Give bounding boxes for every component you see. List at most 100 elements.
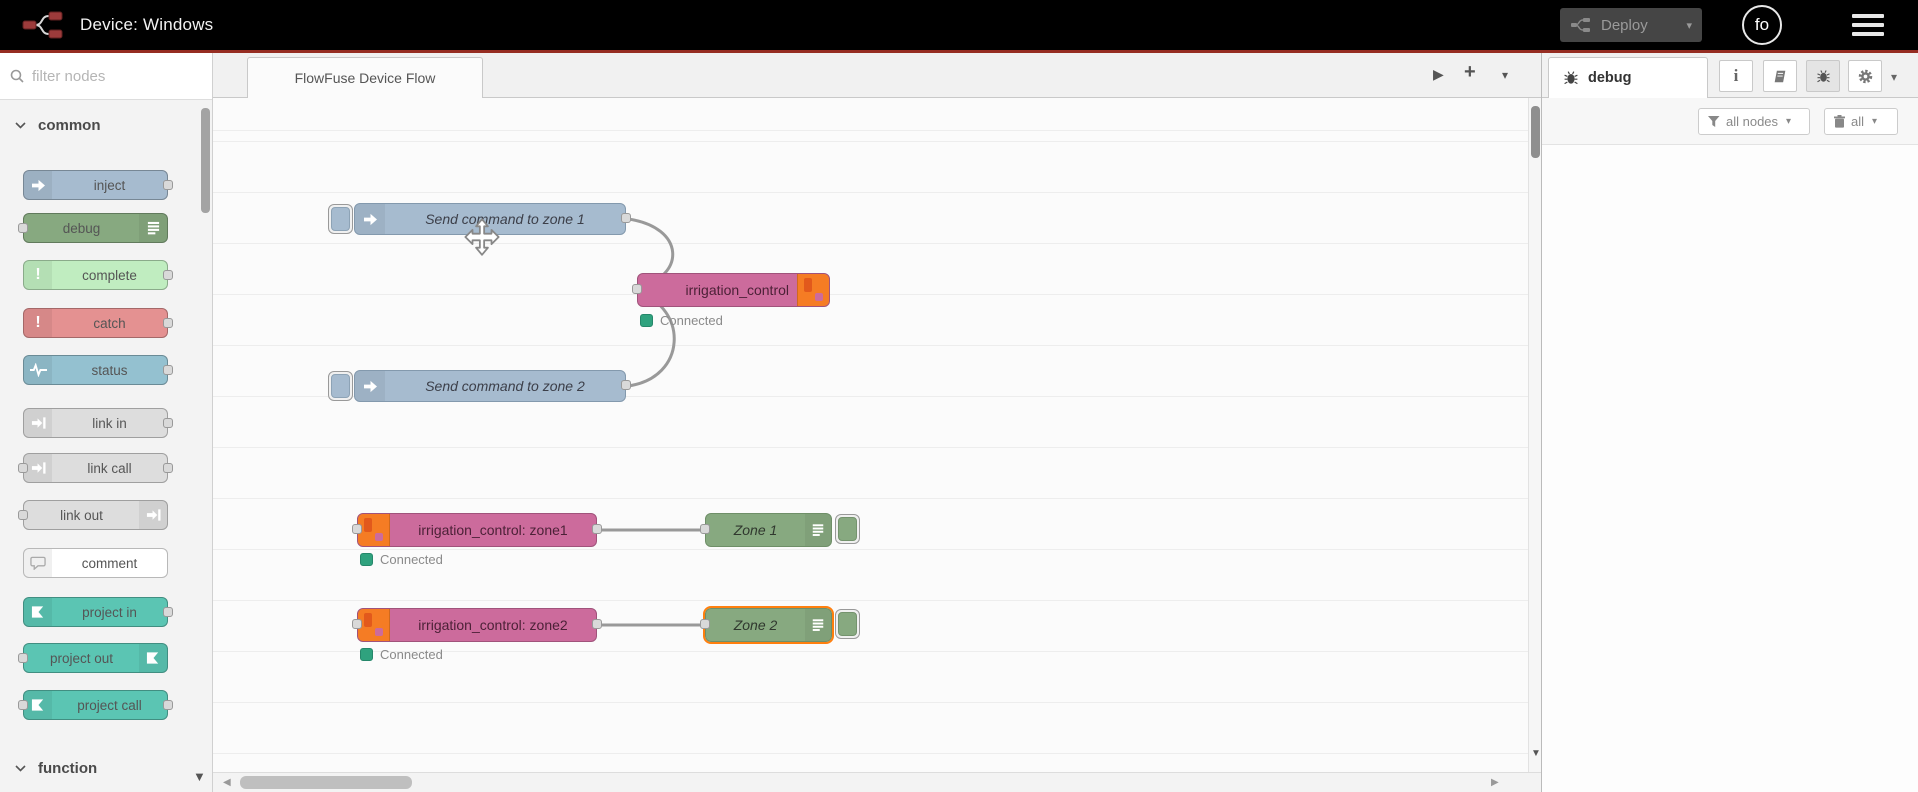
node-zone1[interactable]: Zone 1 (700, 513, 860, 547)
deploy-button[interactable]: Deploy ▾ (1560, 8, 1702, 42)
palette-node-link-call[interactable]: link call (18, 453, 173, 483)
connected-dot-icon (640, 314, 653, 327)
scroll-left-icon[interactable]: ◀ (223, 777, 231, 788)
inject-arrow-icon (355, 371, 385, 401)
output-port (163, 418, 173, 428)
palette-node-catch[interactable]: ! catch (23, 308, 173, 338)
debug-toggle-button[interactable] (835, 514, 860, 544)
project-icon (24, 691, 52, 719)
debug-messages-button[interactable] (1806, 60, 1840, 92)
output-port[interactable] (592, 619, 602, 629)
caret-down-icon: ▾ (1872, 116, 1878, 127)
input-port (18, 223, 28, 233)
debug-filter-row: all nodes ▾ all ▾ (1542, 98, 1918, 145)
exclamation-icon: ! (24, 261, 52, 289)
chevron-down-icon (15, 764, 26, 772)
input-port[interactable] (352, 619, 362, 629)
sidebar-tabbar: debug i ▾ (1542, 53, 1918, 98)
node-zone2[interactable]: Zone 2 (700, 606, 860, 644)
output-port[interactable] (621, 213, 631, 223)
tab-debug[interactable]: debug (1548, 57, 1708, 98)
input-port (18, 653, 28, 663)
info-icon: i (1733, 66, 1739, 85)
palette-node-complete[interactable]: ! complete (23, 260, 173, 290)
debug-messages-panel (1542, 145, 1918, 792)
node-label: Send command to zone 2 (425, 378, 585, 394)
link-out-icon (139, 501, 167, 529)
node-label: Zone 1 (733, 522, 778, 538)
node-irrigation-zone1[interactable]: irrigation_control: zone1 (352, 513, 602, 547)
palette-node-link-out[interactable]: link out (18, 500, 168, 530)
node-irrigation-control[interactable]: irrigation_control (632, 273, 830, 307)
canvas-vertical-scrollbar[interactable]: ▼ (1528, 98, 1541, 772)
hamburger-menu-button[interactable] (1852, 14, 1884, 36)
run-flow-button[interactable]: ▶ (1433, 66, 1444, 82)
input-port[interactable] (352, 524, 362, 534)
bug-icon (1564, 71, 1578, 85)
palette-scrollbar[interactable] (201, 108, 210, 708)
config-nodes-button[interactable] (1848, 60, 1882, 92)
user-avatar[interactable]: fo (1742, 5, 1782, 45)
trash-icon (1834, 115, 1845, 128)
scroll-right-icon[interactable]: ▶ (1491, 777, 1499, 788)
output-port[interactable] (621, 380, 631, 390)
input-port[interactable] (700, 524, 710, 534)
output-port (163, 365, 173, 375)
scrollbar-thumb[interactable] (240, 776, 412, 789)
palette-node-debug[interactable]: debug (18, 213, 168, 243)
page-title: Device: Windows (80, 15, 214, 34)
canvas-horizontal-scrollbar[interactable]: ◀ ▶ (213, 772, 1541, 792)
palette-section-common[interactable]: common (0, 109, 212, 141)
sidebar-menu-caret-icon[interactable]: ▾ (1891, 70, 1898, 84)
node-red-logo-icon (22, 11, 63, 39)
chevron-down-icon (15, 121, 26, 129)
output-port[interactable] (592, 524, 602, 534)
deploy-caret-icon[interactable]: ▾ (1686, 19, 1692, 32)
input-port[interactable] (632, 284, 642, 294)
irrigation-icon (797, 274, 829, 306)
palette-node-link-in[interactable]: link in (23, 408, 173, 438)
info-button[interactable]: i (1719, 60, 1753, 92)
input-port[interactable] (700, 619, 710, 629)
palette-scrollbar-thumb[interactable] (201, 108, 210, 213)
bug-icon (1816, 69, 1830, 82)
pulse-icon (24, 356, 52, 384)
gear-icon (1858, 69, 1872, 83)
funnel-icon (1708, 116, 1720, 127)
output-port (163, 607, 173, 617)
inject-trigger-button[interactable] (328, 371, 353, 401)
palette-node-project-call[interactable]: project call (18, 690, 173, 720)
input-port (18, 510, 28, 520)
flow-list-caret-icon[interactable]: ▾ (1502, 68, 1509, 82)
flow-tab[interactable]: FlowFuse Device Flow (247, 57, 483, 98)
inject-arrow-icon (24, 171, 52, 199)
node-irrigation-zone2[interactable]: irrigation_control: zone2 (352, 608, 602, 642)
palette-node-project-out[interactable]: project out (18, 643, 168, 673)
palette-node-project-in[interactable]: project in (23, 597, 173, 627)
workspace-tabbar: FlowFuse Device Flow ▶ + ▾ (213, 53, 1541, 98)
palette-node-inject[interactable]: inject (23, 170, 173, 200)
flow-canvas[interactable]: Send command to zone 1 Send command to z… (213, 98, 1528, 772)
node-send-command-zone2[interactable]: Send command to zone 2 (328, 370, 631, 402)
debug-toggle-button[interactable] (835, 609, 860, 639)
inject-arrow-icon (355, 204, 385, 234)
filter-nodes-button[interactable]: all nodes ▾ (1698, 108, 1810, 135)
node-send-command-zone1[interactable]: Send command to zone 1 (328, 203, 631, 235)
scroll-down-icon[interactable]: ▼ (1531, 748, 1541, 759)
inject-trigger-button[interactable] (328, 204, 353, 234)
palette-node-comment[interactable]: comment (23, 548, 168, 578)
connected-dot-icon (360, 648, 373, 661)
node-status: Connected (360, 647, 443, 662)
filter-nodes-input[interactable] (32, 67, 182, 85)
input-port (18, 700, 28, 710)
scrollbar-thumb[interactable] (1531, 106, 1540, 158)
palette-collapse-icon[interactable]: ▼ (193, 769, 206, 784)
help-button[interactable] (1763, 60, 1797, 92)
palette-node-status[interactable]: status (23, 355, 173, 385)
clear-messages-button[interactable]: all ▾ (1824, 108, 1898, 135)
node-palette: common inject debug ! complete ! catch s… (0, 53, 213, 792)
add-flow-button[interactable]: + (1464, 61, 1476, 83)
output-port (163, 700, 173, 710)
palette-section-function[interactable]: function (0, 752, 212, 784)
